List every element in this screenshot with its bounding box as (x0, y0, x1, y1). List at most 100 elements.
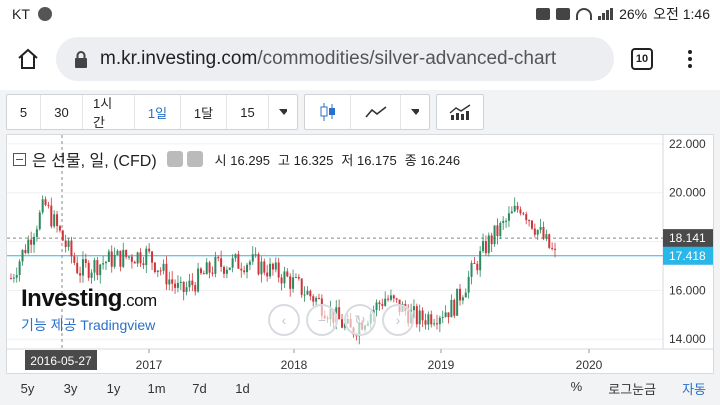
candle-body (136, 252, 139, 264)
tab-switcher-button[interactable]: 10 (614, 28, 670, 90)
candle-type-button[interactable] (305, 95, 351, 129)
interval-dropdown[interactable] (269, 95, 297, 129)
chart-type-dropdown[interactable] (401, 95, 429, 129)
mute-icon (556, 8, 571, 20)
collapse-icon[interactable] (13, 152, 26, 166)
interval-1d[interactable]: 1일 (135, 95, 181, 129)
candle-body (119, 250, 122, 267)
candle-body (53, 214, 56, 227)
interval-15[interactable]: 15 (227, 95, 269, 129)
candle-body (533, 228, 536, 235)
candle-body (125, 249, 128, 257)
percent-toggle[interactable]: % (570, 378, 583, 394)
scroll-left-button[interactable]: ‹ (268, 304, 300, 336)
candle-body (58, 226, 61, 231)
candle-body (182, 281, 185, 293)
range-bar: 5y 3y 1y 1m 7d 1d % 로그눈금 자동 (6, 374, 714, 402)
candle-body (292, 277, 295, 289)
candle-body (525, 214, 528, 221)
candle-body (519, 209, 522, 214)
candle-body (548, 234, 551, 248)
chart-navigation: ‹ − ↻ › (268, 304, 414, 336)
scroll-right-button[interactable]: › (382, 304, 414, 336)
interval-1mo[interactable]: 1달 (181, 95, 227, 129)
candle-body (453, 299, 456, 316)
interval-1h[interactable]: 1시간 (83, 95, 135, 130)
investing-logo: Investing.com 기능 제공 Tradingview (21, 285, 157, 333)
indicators-button[interactable] (437, 95, 483, 129)
candle-body (467, 276, 470, 293)
candle-body (113, 254, 116, 267)
candle-body (79, 273, 82, 276)
candle-body (56, 214, 59, 227)
candle-body (99, 264, 102, 276)
candle-body (102, 263, 105, 265)
candle-body (104, 261, 107, 264)
candle-body (44, 199, 47, 205)
settings-icon[interactable] (186, 151, 203, 167)
chart-panel[interactable]: 22.00020.00018.00016.00014.0002017201820… (6, 134, 714, 374)
price-chart[interactable]: 22.00020.00018.00016.00014.0002017201820… (7, 135, 713, 373)
candle-body (375, 302, 378, 310)
interval-30[interactable]: 30 (41, 95, 83, 129)
candle-body (554, 248, 556, 250)
auto-scale-toggle[interactable]: 자동 (682, 381, 706, 397)
candle-body (90, 272, 93, 278)
last-price-box (663, 246, 713, 265)
menu-button[interactable] (670, 28, 710, 90)
address-bar[interactable]: m.kr.investing.com/commodities/silver-ad… (56, 37, 614, 81)
candle-body (502, 220, 505, 223)
range-1d[interactable]: 1d (235, 380, 250, 396)
candle-body (266, 272, 269, 277)
candle-body (148, 248, 151, 252)
candle-body (530, 220, 533, 229)
candle-body (70, 240, 73, 257)
candle-body (254, 254, 257, 256)
candle-body (228, 267, 231, 270)
candle-body (47, 204, 50, 206)
candle-body (202, 273, 205, 275)
candle-body (303, 294, 306, 296)
line-chart-icon (364, 106, 386, 118)
candle-body (384, 298, 387, 306)
line-type-button[interactable] (351, 95, 401, 129)
range-7d[interactable]: 7d (192, 380, 207, 396)
candle-body (12, 277, 15, 279)
candle-body (309, 290, 312, 297)
candle-body (312, 296, 315, 302)
candle-body (542, 227, 545, 239)
range-5y[interactable]: 5y (20, 380, 35, 396)
candle-body (133, 261, 136, 264)
candle-body (263, 261, 266, 273)
candle-body (378, 302, 381, 305)
candle-body (490, 235, 493, 245)
range-1m[interactable]: 1m (147, 380, 166, 396)
range-3y[interactable]: 3y (63, 380, 78, 396)
message-icon (37, 7, 52, 21)
candle-body (551, 247, 554, 249)
lock-icon (75, 50, 87, 68)
visibility-icon[interactable] (166, 151, 183, 167)
candle-body (225, 269, 228, 274)
candle-body (522, 213, 525, 215)
log-scale-toggle[interactable]: 로그눈금 (608, 381, 657, 397)
reset-button[interactable]: ↻ (344, 304, 376, 336)
caret-down-icon (279, 109, 287, 115)
candle-body (479, 251, 482, 271)
candle-body (289, 276, 292, 289)
candle-body (251, 254, 254, 262)
candle-body (286, 271, 289, 277)
crosshair-date-label: 2016-05-27 (30, 354, 92, 368)
candle-body (510, 211, 513, 214)
candle-body (33, 236, 36, 245)
candle-body (269, 263, 272, 277)
interval-5[interactable]: 5 (7, 95, 41, 129)
home-button[interactable] (0, 28, 56, 90)
candle-body (205, 262, 208, 275)
candle-body (433, 323, 436, 325)
candle-body (277, 262, 280, 278)
candle-body (87, 262, 90, 278)
chart-app: 5 30 1시간 1일 1달 15 2 (0, 90, 720, 405)
zoom-out-button[interactable]: − (306, 304, 338, 336)
range-1y[interactable]: 1y (106, 380, 121, 396)
